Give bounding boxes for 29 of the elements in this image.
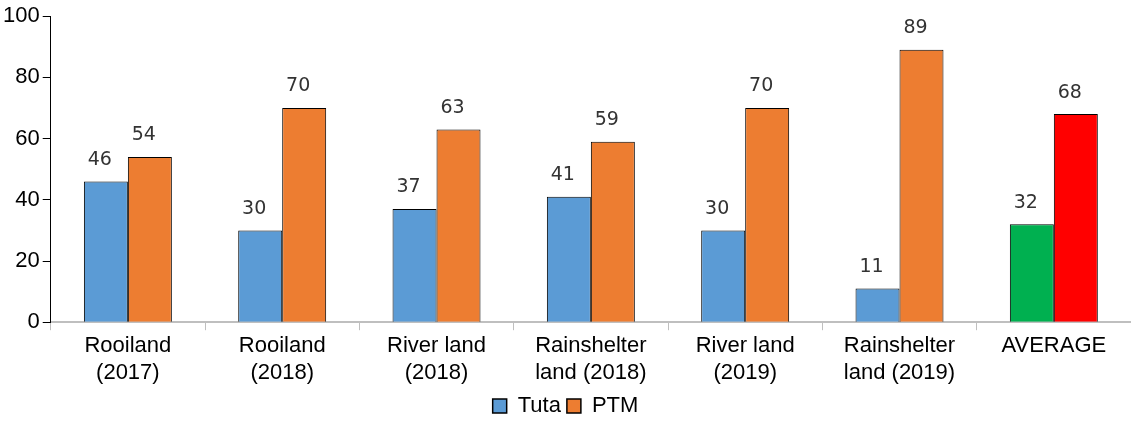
x-tick-label: AVERAGE (1001, 332, 1107, 358)
data-label: 89 (903, 15, 928, 38)
legend-label: PTM (591, 392, 639, 418)
data-label: 70 (749, 73, 774, 96)
legend-label: Tuta (517, 392, 562, 418)
x-tick-label: River land (2018) (387, 332, 487, 384)
data-label: 37 (396, 174, 421, 197)
data-label: 11 (859, 253, 884, 276)
x-tick-label: River land (2019) (695, 332, 795, 384)
data-label: 70 (286, 73, 311, 96)
data-label: 46 (87, 146, 112, 169)
data-label: 32 (1013, 189, 1038, 212)
data-label: 41 (550, 162, 575, 185)
y-tick-label: 60 (15, 124, 40, 150)
y-tick-label: 40 (15, 185, 40, 211)
data-label: 30 (705, 195, 730, 218)
data-label: 59 (594, 107, 619, 130)
data-label: 63 (440, 94, 465, 117)
y-tick-label: 100 (2, 2, 40, 28)
data-label: 68 (1057, 79, 1082, 102)
data-label: 54 (131, 122, 156, 145)
y-tick-label: 0 (27, 308, 40, 334)
y-tick-label: 80 (15, 63, 40, 89)
x-tick-label: Rainshelter land (2019) (843, 332, 956, 384)
data-label: 30 (242, 195, 267, 218)
x-tick-label: Rooiland (2018) (238, 332, 326, 384)
x-tick-label: Rainshelter land (2018) (535, 332, 647, 384)
x-tick-label: Rooiland (2017) (84, 332, 172, 384)
y-tick-label: 20 (15, 247, 40, 273)
